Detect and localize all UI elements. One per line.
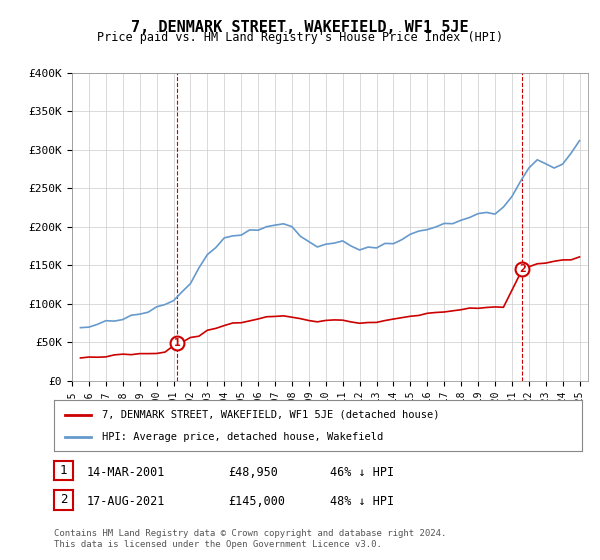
Text: 7, DENMARK STREET, WAKEFIELD, WF1 5JE: 7, DENMARK STREET, WAKEFIELD, WF1 5JE: [131, 20, 469, 35]
Text: £145,000: £145,000: [228, 494, 285, 508]
Text: Price paid vs. HM Land Registry's House Price Index (HPI): Price paid vs. HM Land Registry's House …: [97, 31, 503, 44]
Text: 1: 1: [60, 464, 67, 477]
Text: 7, DENMARK STREET, WAKEFIELD, WF1 5JE (detached house): 7, DENMARK STREET, WAKEFIELD, WF1 5JE (d…: [101, 409, 439, 419]
Text: 14-MAR-2001: 14-MAR-2001: [87, 465, 166, 479]
Text: 2: 2: [60, 493, 67, 506]
Text: HPI: Average price, detached house, Wakefield: HPI: Average price, detached house, Wake…: [101, 432, 383, 442]
Text: 2: 2: [519, 264, 526, 274]
Text: Contains HM Land Registry data © Crown copyright and database right 2024.
This d: Contains HM Land Registry data © Crown c…: [54, 529, 446, 549]
Text: 48% ↓ HPI: 48% ↓ HPI: [330, 494, 394, 508]
Text: 1: 1: [173, 338, 181, 348]
Text: 17-AUG-2021: 17-AUG-2021: [87, 494, 166, 508]
Text: 46% ↓ HPI: 46% ↓ HPI: [330, 465, 394, 479]
Text: £48,950: £48,950: [228, 465, 278, 479]
